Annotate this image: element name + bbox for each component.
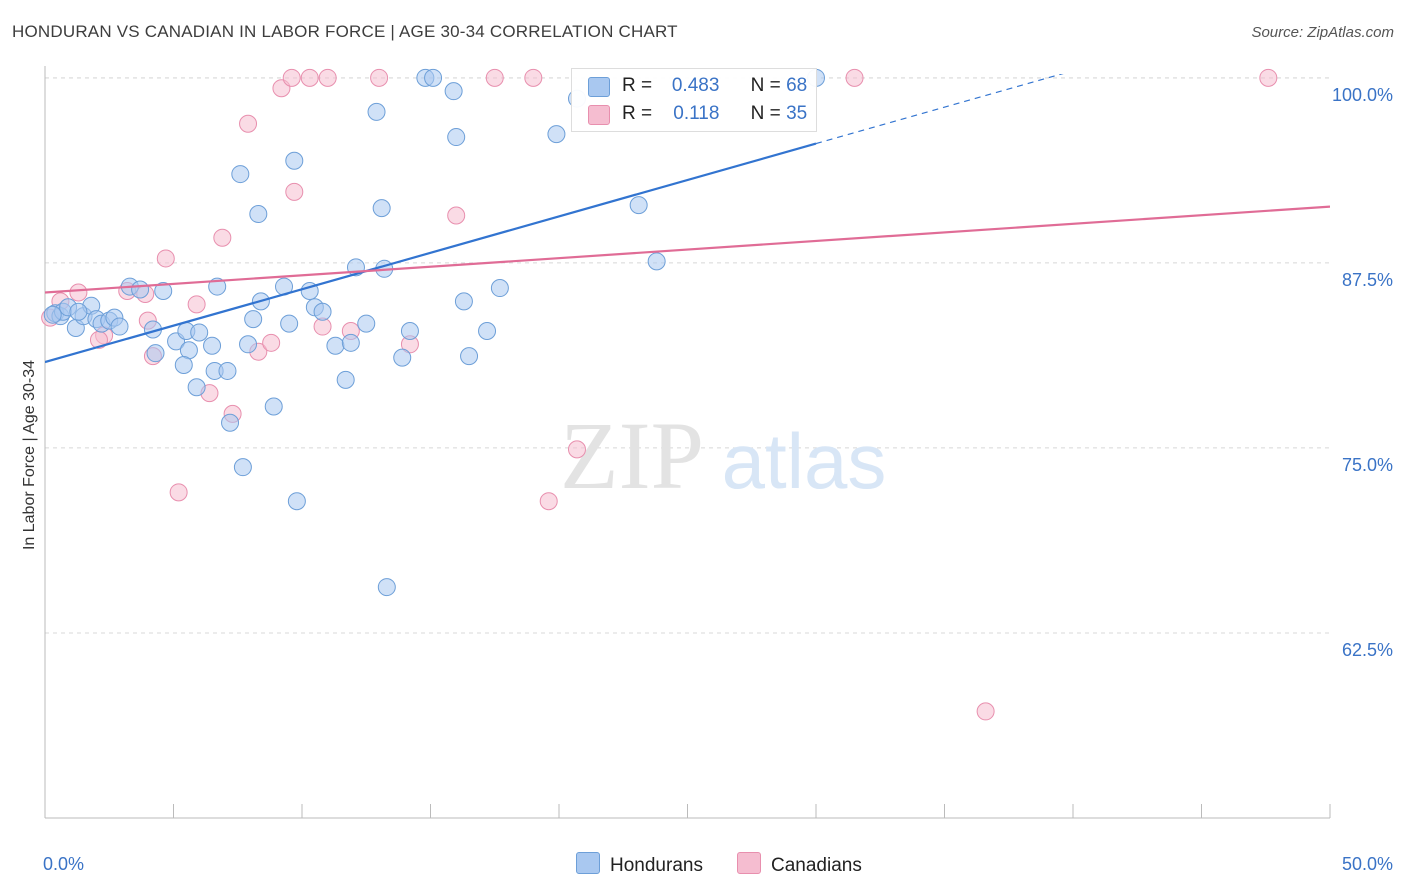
canadian-point — [539, 492, 558, 511]
honduran-point — [233, 458, 252, 477]
honduran-point — [285, 151, 304, 170]
canadian-point — [370, 68, 389, 87]
canadian-point — [1259, 68, 1278, 87]
canadian-point — [318, 68, 337, 87]
honduran-point — [218, 361, 237, 380]
legend-label-hondurans: Hondurans — [610, 855, 703, 876]
y-tick-label: 75.0% — [1342, 455, 1393, 475]
r-label: R = — [622, 75, 653, 96]
honduran-point — [239, 335, 258, 354]
honduran-points — [43, 68, 825, 597]
honduran-point — [547, 125, 566, 144]
canadian-point — [262, 333, 281, 352]
canadian-point — [285, 182, 304, 201]
honduran-point — [174, 356, 193, 375]
honduran-point — [221, 413, 240, 432]
canadian-point — [485, 68, 504, 87]
honduran-point — [357, 314, 376, 333]
y-tick-label: 87.5% — [1342, 270, 1393, 290]
canadian-point — [156, 249, 175, 268]
honduran-point — [393, 348, 412, 367]
tick-labels: 62.5% 75.0% 87.5% 100.0% 0.0% 50.0% — [43, 85, 1393, 874]
honduran-point — [187, 378, 206, 397]
n-value: 35 — [786, 103, 808, 124]
canadian-point — [69, 283, 88, 302]
honduran-point — [444, 82, 463, 101]
canadian-point — [976, 702, 995, 721]
legend-item-hondurans: Hondurans — [576, 852, 703, 877]
honduran-point — [478, 321, 497, 340]
honduran-point — [280, 314, 299, 333]
canadian-point — [567, 440, 586, 459]
canadian-trend-line — [45, 205, 1330, 294]
honduran-point — [231, 165, 250, 184]
r-value: 0.118 — [673, 103, 720, 124]
honduran-point — [460, 347, 479, 366]
n-value: 68 — [786, 75, 808, 96]
canadian-point — [239, 114, 258, 133]
honduran-point — [424, 68, 443, 87]
watermark: ZIP atlas — [560, 402, 886, 509]
canadian-swatch — [588, 105, 610, 125]
canadian-legend-swatch — [737, 852, 761, 874]
legend-item-canadians: Canadians — [737, 852, 862, 877]
honduran-point — [190, 323, 209, 342]
honduran-point — [244, 310, 263, 329]
grid-layer — [45, 77, 1330, 634]
stats-legend: R = 0.483 N = 68 R = 0.118 N = 35 — [571, 68, 817, 132]
honduran-point — [146, 344, 165, 363]
honduran-point — [154, 282, 173, 301]
r-label: R = — [622, 103, 653, 124]
canadian-point — [169, 483, 188, 502]
honduran-trend-line — [45, 142, 817, 364]
honduran-point — [326, 336, 345, 355]
r-value: 0.483 — [671, 75, 720, 96]
watermark-zip: ZIP — [560, 402, 704, 509]
honduran-point — [203, 336, 222, 355]
n-label: N = — [750, 103, 781, 124]
watermark-atlas: atlas — [722, 417, 887, 505]
n-label: N = — [750, 75, 781, 96]
canadian-point — [524, 68, 543, 87]
honduran-point — [69, 302, 88, 321]
canadian-point — [282, 68, 301, 87]
honduran-legend-swatch — [576, 852, 600, 874]
legend-label-canadians: Canadians — [771, 855, 862, 876]
honduran-trend-extension — [815, 74, 1064, 145]
honduran-point — [647, 252, 666, 271]
y-tick-label: 62.5% — [1342, 640, 1393, 660]
honduran-point — [454, 292, 473, 311]
x-tick-label: 50.0% — [1342, 854, 1393, 874]
honduran-point — [400, 321, 419, 340]
honduran-point — [367, 102, 386, 121]
honduran-point — [372, 199, 391, 218]
canadian-points — [41, 68, 1278, 721]
axes-layer — [44, 66, 1331, 819]
honduran-point — [264, 397, 283, 416]
honduran-point — [131, 280, 150, 299]
canadian-point — [300, 68, 319, 87]
trend-layer — [45, 74, 1330, 364]
honduran-point — [336, 370, 355, 389]
x-tick-label: 0.0% — [43, 854, 84, 874]
honduran-point — [447, 128, 466, 147]
honduran-point — [249, 205, 268, 224]
honduran-point — [313, 302, 332, 321]
y-tick-label: 100.0% — [1332, 85, 1393, 105]
chart-title: HONDURAN VS CANADIAN IN LABOR FORCE | AG… — [12, 22, 678, 41]
honduran-swatch — [588, 77, 610, 97]
honduran-point — [110, 317, 129, 336]
source-label: Source: ZipAtlas.com — [1251, 24, 1394, 41]
honduran-point — [377, 578, 396, 597]
honduran-point — [287, 492, 306, 511]
canadian-point — [845, 68, 864, 87]
canadian-point — [213, 228, 232, 247]
canadian-point — [187, 295, 206, 314]
honduran-point — [629, 196, 648, 215]
honduran-point — [490, 279, 509, 298]
honduran-point — [341, 333, 360, 352]
canadian-point — [447, 206, 466, 225]
honduran-point — [43, 305, 62, 324]
